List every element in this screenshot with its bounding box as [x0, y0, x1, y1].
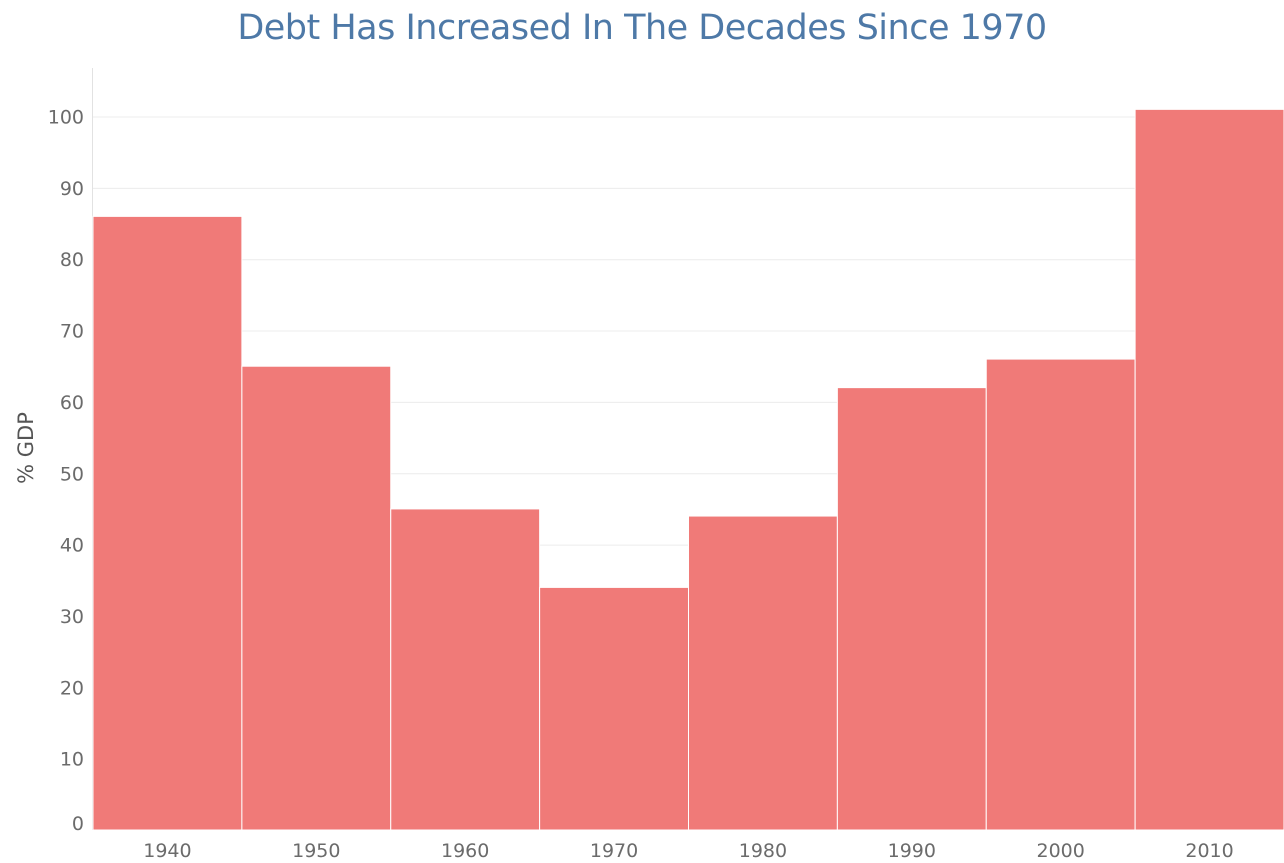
bars [92, 108, 1284, 831]
y-tick-label: 50 [60, 463, 84, 485]
x-tick-label: 1960 [441, 840, 489, 862]
x-axis-ticks: 1940 1950 1960 1970 1980 1990 2000 2010 [143, 840, 1233, 862]
x-tick-label: 1980 [739, 840, 787, 862]
y-tick-label: 80 [60, 249, 84, 271]
x-tick-label: 1940 [143, 840, 191, 862]
x-tick-label: 1990 [888, 840, 936, 862]
y-tick-label: 30 [60, 606, 84, 628]
y-tick-label: 60 [60, 392, 84, 414]
y-tick-label: 90 [60, 178, 84, 200]
x-tick-label: 1970 [590, 840, 638, 862]
bar-1970 [539, 586, 689, 831]
x-tick-label: 1950 [292, 840, 340, 862]
y-tick-label: 20 [60, 677, 84, 699]
bar-2000 [985, 358, 1136, 831]
x-tick-label: 2000 [1037, 840, 1085, 862]
y-axis-title: % GDP [14, 412, 38, 484]
y-tick-label: 100 [48, 107, 84, 129]
bar-2010 [1134, 108, 1284, 831]
bar-1940 [92, 215, 243, 831]
y-tick-label: 40 [60, 535, 84, 557]
y-tick-label: 10 [60, 749, 84, 771]
bar-1980 [688, 515, 838, 831]
y-tick-label: 70 [60, 321, 84, 343]
bar-1990 [836, 387, 987, 831]
x-tick-label: 2010 [1185, 840, 1233, 862]
y-axis-ticks: 0 10 20 30 40 50 60 70 80 90 100 [48, 107, 84, 836]
chart-title: Debt Has Increased In The Decades Since … [237, 8, 1047, 48]
bar-1960 [390, 508, 541, 831]
bar-1950 [241, 365, 392, 831]
y-tick-label: 0 [72, 813, 84, 835]
